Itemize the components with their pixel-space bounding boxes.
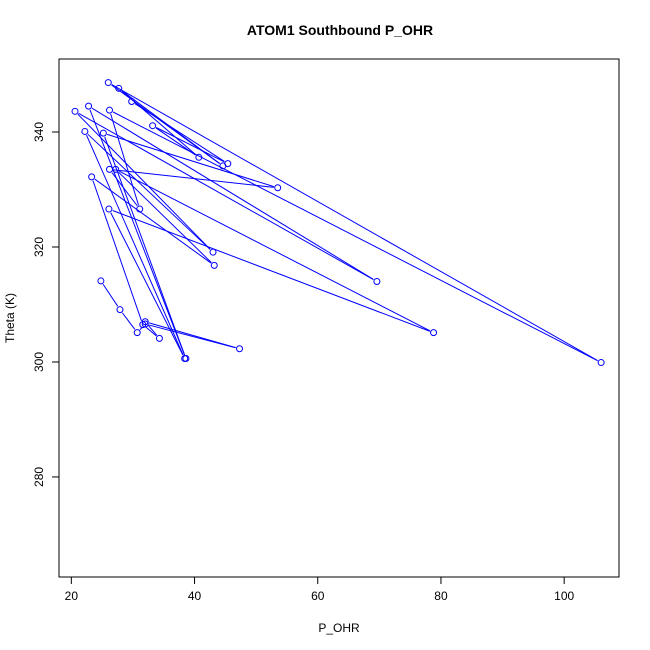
chart-title: ATOM1 Southbound P_OHR xyxy=(247,22,433,38)
y-tick-label: 300 xyxy=(32,352,46,372)
data-point xyxy=(210,261,218,269)
data-point xyxy=(99,129,107,137)
series-line-segment xyxy=(113,169,274,188)
series-line-segment xyxy=(89,109,185,355)
y-axis: 280 300 320 340 xyxy=(32,122,60,487)
data-point xyxy=(209,248,217,256)
data-point xyxy=(274,184,282,192)
data-point xyxy=(115,84,123,92)
series-line-segment xyxy=(119,170,431,332)
data-point xyxy=(155,334,163,342)
series-line-segment xyxy=(86,134,184,356)
y-axis-label: Theta (K) xyxy=(3,293,17,343)
data-point xyxy=(104,79,112,87)
x-axis-label: P_OHR xyxy=(318,621,360,635)
x-tick-label: 100 xyxy=(554,589,574,603)
data-point xyxy=(97,277,105,285)
data-point xyxy=(430,329,438,337)
data-point xyxy=(88,173,96,181)
data-point xyxy=(149,122,157,130)
series-line-segment xyxy=(92,180,142,321)
series-line-segment xyxy=(110,212,184,356)
data-point xyxy=(106,165,114,173)
series-line-segment xyxy=(148,322,236,349)
series-line-segment xyxy=(87,133,211,250)
series-layer xyxy=(71,79,605,367)
series-line-segment xyxy=(155,127,196,156)
series-line-segment xyxy=(118,171,212,263)
data-point xyxy=(224,160,232,168)
series-line-segment xyxy=(104,136,186,355)
series-line-segment xyxy=(111,172,138,207)
data-point xyxy=(85,102,93,110)
series-line-segment xyxy=(112,210,431,332)
data-point xyxy=(139,321,147,329)
series-line-segment xyxy=(91,107,374,280)
series-line-segment xyxy=(145,326,157,337)
x-tick-label: 40 xyxy=(188,589,202,603)
series-line-segment xyxy=(102,283,119,307)
series-line-segment xyxy=(155,127,225,163)
x-tick-label: 60 xyxy=(311,589,325,603)
data-point xyxy=(105,205,113,213)
y-tick-label: 280 xyxy=(32,467,46,487)
data-point xyxy=(373,277,381,285)
data-point xyxy=(128,98,136,106)
series-line-segment xyxy=(107,133,275,188)
series-line-segment xyxy=(134,103,225,162)
data-point xyxy=(597,359,605,367)
x-axis: 20 40 60 80 100 xyxy=(65,576,575,603)
series-line-segment xyxy=(94,178,212,264)
data-point xyxy=(106,106,114,114)
data-point xyxy=(133,329,141,337)
data-point xyxy=(116,306,124,314)
series-line-segment xyxy=(112,111,598,362)
series-line-segment xyxy=(78,112,374,280)
y-tick-label: 320 xyxy=(32,237,46,257)
series-line-segment xyxy=(110,113,140,206)
data-point xyxy=(81,127,89,135)
series-line-segment xyxy=(121,312,136,330)
x-tick-label: 80 xyxy=(434,589,448,603)
data-point xyxy=(195,153,203,161)
data-point xyxy=(182,355,190,363)
series-line-segment xyxy=(111,84,598,362)
series-line-segment xyxy=(121,90,197,156)
data-point xyxy=(71,107,79,115)
x-tick-label: 20 xyxy=(65,589,79,603)
data-point xyxy=(236,345,244,353)
plot-frame xyxy=(58,58,620,578)
y-tick-label: 340 xyxy=(32,122,46,142)
series-line-segment xyxy=(147,324,158,336)
data-point xyxy=(136,205,144,213)
